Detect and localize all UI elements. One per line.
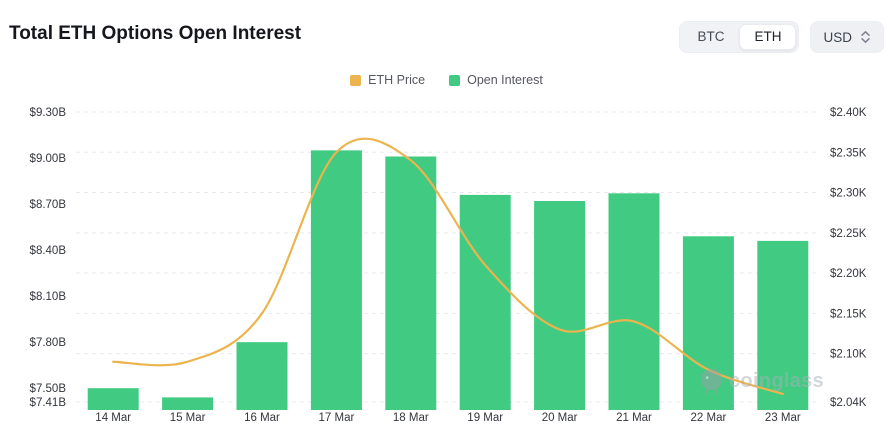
legend-label-open-interest: Open Interest bbox=[467, 73, 543, 87]
x-axis-tick-label: 19 Mar bbox=[467, 412, 503, 424]
chart-legend: ETH Price Open Interest bbox=[0, 73, 893, 87]
legend-item-eth-price[interactable]: ETH Price bbox=[350, 73, 425, 87]
y-axis-left-tick-label: $8.70B bbox=[30, 199, 67, 211]
y-axis-right-tick-label: $2.04K bbox=[830, 397, 867, 409]
open-interest-swatch-icon bbox=[449, 74, 461, 86]
bar-21-mar[interactable] bbox=[608, 193, 660, 410]
y-axis-left-tick-label: $8.10B bbox=[30, 291, 67, 303]
y-axis-right-tick-label: $2.25K bbox=[830, 228, 867, 240]
bar-20-mar[interactable] bbox=[534, 200, 586, 410]
updown-chevron-icon bbox=[860, 29, 871, 45]
y-axis-left-tick-label: $9.30B bbox=[30, 107, 67, 119]
x-axis-tick-label: 16 Mar bbox=[244, 412, 280, 424]
eth-price-line bbox=[112, 137, 784, 396]
bar-22-mar[interactable] bbox=[682, 236, 734, 410]
y-axis-left-tick-label: $9.00B bbox=[30, 153, 67, 165]
y-axis-right-tick-label: $2.30K bbox=[830, 188, 867, 200]
legend-item-open-interest[interactable]: Open Interest bbox=[449, 73, 543, 87]
y-axis-right-tick-label: $2.35K bbox=[830, 147, 867, 159]
y-axis-left-tick-label: $8.40B bbox=[30, 245, 67, 257]
bar-16-mar[interactable] bbox=[236, 342, 288, 410]
bar-23-mar[interactable] bbox=[757, 240, 809, 410]
x-axis-tick-label: 20 Mar bbox=[542, 412, 578, 424]
legend-label-eth-price: ETH Price bbox=[368, 73, 426, 87]
x-axis-tick-label: 15 Mar bbox=[170, 412, 206, 424]
page-title: Total ETH Options Open Interest bbox=[9, 23, 302, 44]
y-axis-right-tick-label: $2.10K bbox=[830, 349, 867, 361]
y-axis-right-tick-label: $2.20K bbox=[830, 268, 867, 280]
x-axis-tick-label: 17 Mar bbox=[319, 412, 355, 424]
bar-14-mar[interactable] bbox=[87, 388, 139, 410]
bar-19-mar[interactable] bbox=[459, 194, 511, 410]
x-axis-tick-label: 22 Mar bbox=[691, 412, 727, 424]
y-axis-right-tick-label: $2.40K bbox=[830, 107, 867, 119]
y-axis-left-tick-label: $7.80B bbox=[30, 337, 67, 349]
x-axis-tick-label: 23 Mar bbox=[765, 412, 801, 424]
bar-15-mar[interactable] bbox=[162, 397, 214, 410]
eth-toggle-button[interactable]: ETH bbox=[739, 24, 797, 50]
header-controls: BTC ETH USD bbox=[679, 21, 884, 53]
bar-18-mar[interactable] bbox=[385, 156, 437, 410]
currency-select[interactable]: USD bbox=[810, 21, 884, 53]
y-axis-left-tick-label: $7.41B bbox=[30, 397, 67, 409]
bar-17-mar[interactable] bbox=[310, 150, 362, 410]
y-axis-left-tick-label: $7.50B bbox=[30, 383, 67, 395]
y-axis-right-tick-label: $2.15K bbox=[830, 308, 867, 320]
currency-label: USD bbox=[823, 29, 852, 45]
x-axis-tick-label: 14 Mar bbox=[95, 412, 131, 424]
eth-price-swatch-icon bbox=[350, 74, 362, 86]
x-axis-tick-label: 18 Mar bbox=[393, 412, 429, 424]
coin-toggle: BTC ETH bbox=[679, 21, 800, 53]
x-axis-tick-label: 21 Mar bbox=[616, 412, 652, 424]
btc-toggle-button[interactable]: BTC bbox=[682, 24, 739, 50]
